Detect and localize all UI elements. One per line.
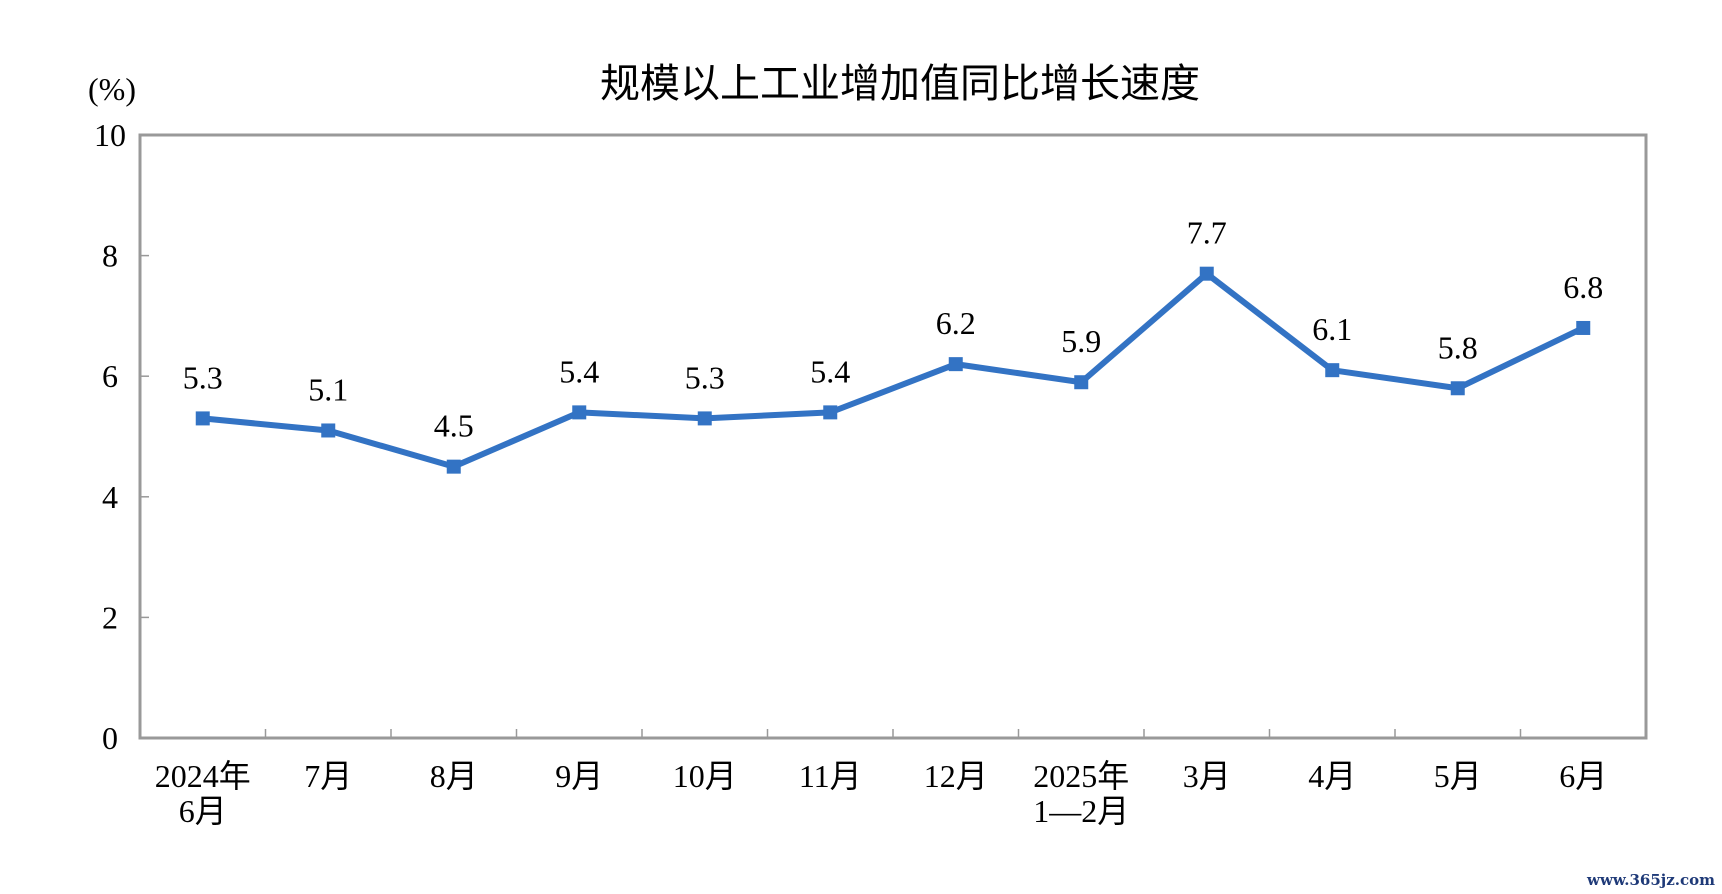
data-label: 6.1 bbox=[1312, 311, 1352, 347]
data-label: 5.8 bbox=[1438, 329, 1478, 365]
data-label: 4.5 bbox=[434, 408, 474, 444]
x-tick-label: 5月 bbox=[1434, 758, 1482, 794]
data-point bbox=[1576, 320, 1591, 335]
data-line bbox=[202, 270, 1585, 470]
x-tick-label: 6月 bbox=[179, 793, 227, 829]
data-label: 5.3 bbox=[183, 359, 223, 395]
x-tick-label: 9月 bbox=[555, 758, 603, 794]
data-label: 5.4 bbox=[559, 353, 599, 389]
x-tick-label: 12月 bbox=[924, 758, 988, 794]
chart-title: 规模以上工业增加值同比增长速度 bbox=[600, 61, 1200, 107]
data-label: 6.8 bbox=[1563, 269, 1603, 305]
data-label: 5.3 bbox=[685, 359, 725, 395]
data-label: 5.1 bbox=[308, 371, 348, 407]
watermark: www.365jz.com bbox=[1586, 871, 1715, 889]
x-tick-label: 2024年 bbox=[155, 758, 251, 794]
y-tick-label: 0 bbox=[102, 720, 118, 756]
data-label: 5.9 bbox=[1061, 323, 1101, 359]
data-point bbox=[195, 411, 210, 426]
series-line: 5.3 5.1 4.5 5.4 5.3 5.4 6.2 5.9 7.7 6.1 5.8 6.8 bbox=[183, 215, 1603, 474]
x-tick-label: 7月 bbox=[304, 758, 352, 794]
data-point bbox=[572, 405, 587, 420]
data-point bbox=[321, 423, 336, 438]
y-tick-label: 2 bbox=[102, 599, 118, 635]
y-tick-label: 8 bbox=[102, 238, 118, 274]
y-axis: 0 2 4 6 8 10 bbox=[94, 117, 149, 756]
x-tick-label: 8月 bbox=[430, 758, 478, 794]
x-tick-label: 1—2月 bbox=[1033, 793, 1129, 829]
y-axis-unit: (%) bbox=[88, 71, 136, 107]
y-tick-label: 6 bbox=[102, 358, 118, 394]
data-point bbox=[1325, 363, 1340, 378]
data-point bbox=[446, 459, 461, 474]
data-point bbox=[948, 357, 963, 372]
data-label: 5.4 bbox=[810, 353, 850, 389]
data-point bbox=[1074, 375, 1089, 390]
x-tick-label: 4月 bbox=[1308, 758, 1356, 794]
data-point bbox=[1450, 381, 1465, 396]
data-label: 7.7 bbox=[1187, 215, 1227, 251]
data-point bbox=[697, 411, 712, 426]
data-point bbox=[823, 405, 838, 420]
data-point bbox=[1199, 266, 1214, 281]
x-tick-label: 10月 bbox=[673, 758, 737, 794]
plot-area bbox=[138, 133, 1648, 740]
data-label: 6.2 bbox=[936, 305, 976, 341]
x-tick-label: 3月 bbox=[1183, 758, 1231, 794]
x-tick-label: 2025年 bbox=[1033, 758, 1129, 794]
y-tick-label: 10 bbox=[94, 117, 126, 153]
x-tick-label: 6月 bbox=[1559, 758, 1607, 794]
x-tick-label: 11月 bbox=[799, 758, 862, 794]
y-tick-label: 4 bbox=[102, 479, 118, 515]
